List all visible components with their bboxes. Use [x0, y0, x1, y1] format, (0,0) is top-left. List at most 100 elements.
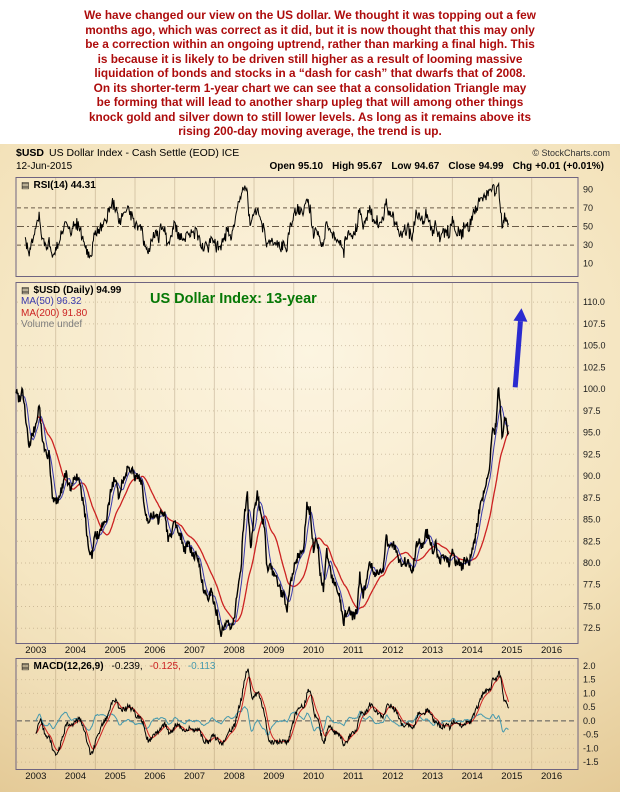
x-axis-year-label: 2016	[540, 644, 563, 656]
y-axis-tick-label: 107.5	[583, 318, 606, 328]
price-panel: 110.0 107.5 105.0 102.5 100.0 97.5 95.0 92.5 90.…	[0, 281, 620, 644]
chart-annotation-text: US Dollar Index: 13-year	[150, 290, 317, 307]
y-axis-tick-label: 80.0	[583, 558, 601, 568]
y-axis-tick-label: 110.0	[583, 297, 605, 307]
y-axis-tick-label: 90	[583, 184, 593, 194]
quote-bar: 12-Jun-2015 Open 95.10 High 95.67 Low 94.67 Cl…	[0, 160, 620, 174]
x-axis-year-label: 2008	[223, 770, 245, 782]
price-line	[15, 385, 510, 637]
commentary-line: months ago, which was correct as it did,…	[85, 22, 535, 37]
candlestick-icon: ▤	[21, 284, 30, 295]
macd-hist-value: -0.113	[187, 660, 216, 672]
x-axis-year-label: 2010	[302, 770, 325, 782]
quote-label: High	[332, 160, 355, 172]
y-axis-tick-label: 82.5	[583, 536, 601, 546]
commentary-line: be a correction within an ongoing uptren…	[85, 37, 535, 51]
x-axis-year-label: 2011	[342, 770, 364, 782]
y-axis-tick-label: 2.0	[583, 660, 596, 670]
quote-label: Low	[391, 160, 412, 172]
macd-chart-svg: 2.0 1.5 1.0 0.5 0.0 -0.5 -1.0 -1.5	[15, 657, 599, 770]
y-axis-tick-label: 105.0	[583, 340, 606, 350]
macd-line	[35, 668, 510, 756]
quote-value: 95.67	[357, 160, 383, 172]
commentary-line: rising 200-day moving average, the trend…	[178, 124, 442, 138]
ma200-line	[37, 415, 510, 622]
y-axis-tick-label: 10	[583, 258, 593, 268]
stockchart: $USD US Dollar Index - Cash Settle (EOD)…	[0, 143, 620, 792]
y-axis-tick-label: 75.0	[583, 601, 601, 611]
x-axis-year-label: 2005	[104, 770, 126, 782]
price-legend-ma50: MA(50) 96.32	[21, 296, 82, 308]
x-axis-year-label: 2010	[302, 644, 325, 656]
x-axis-years-top: 2003 2004 2005 2006 2007 2008 2009 2010 2011 2012…	[0, 644, 620, 658]
x-axis-year-label: 2014	[461, 770, 483, 782]
macd-legend: ▤ MACD(12,26,9) -0.239, -0.125, -0.113	[21, 661, 215, 673]
macd-value: -0.239,	[111, 660, 143, 672]
x-axis-year-label: 2007	[183, 770, 206, 782]
rsi-panel: 90 70 50 30 10 ▤ RSI(14) 44.31	[0, 176, 620, 277]
x-axis-year-label: 2004	[64, 770, 87, 782]
y-axis-tick-label: 95.0	[583, 427, 601, 437]
rsi-legend-label: RSI(14) 44.31	[33, 179, 96, 191]
macd-legend-name: MACD(12,26,9)	[33, 660, 104, 672]
x-axis-year-label: 2011	[342, 644, 364, 656]
commentary-line: is because it is likely to be driven sti…	[97, 51, 523, 66]
x-axis-year-label: 2006	[144, 770, 166, 782]
y-axis-tick-label: 1.5	[583, 674, 596, 684]
x-axis-year-label: 2015	[501, 770, 523, 782]
y-axis-tick-label: 70	[583, 202, 593, 212]
rsi-line	[24, 181, 510, 259]
panel-border	[15, 281, 579, 644]
y-axis-tick-label: -0.5	[583, 729, 599, 739]
y-axis-tick-label: 97.5	[583, 405, 601, 415]
x-axis-year-label: 2015	[501, 644, 523, 656]
quote-values: Open 95.10 High 95.67 Low 94.67 Close 94.99 Chg +…	[72, 161, 610, 172]
y-axis-tick-label: -1.0	[583, 743, 599, 753]
y-axis-tick-label: 87.5	[583, 492, 601, 502]
y-axis-tick-label: 102.5	[583, 362, 606, 372]
quote-label: Open	[269, 160, 296, 172]
y-axis-tick-label: 100.0	[583, 384, 606, 394]
x-axis-year-label: 2012	[382, 644, 404, 656]
x-axis-year-label: 2004	[64, 644, 87, 656]
y-axis-tick-label: 1.0	[583, 688, 596, 698]
up-arrow-shaft	[512, 320, 523, 388]
x-axis-year-label: 2016	[540, 770, 563, 782]
commentary-line: On its shorter-term 1-year chart we can …	[93, 80, 527, 95]
x-axis-year-label: 2014	[461, 644, 483, 656]
x-axis-years-bottom: 2003 2004 2005 2006 2007 2008 2009 2010 2011 2012…	[0, 770, 620, 784]
y-axis-tick-label: 30	[583, 240, 593, 250]
rsi-chart-svg: 90 70 50 30 10	[15, 176, 593, 277]
quote-label: Chg	[512, 160, 533, 172]
macd-signal-value: -0.125,	[149, 660, 181, 672]
price-legend-ma200: MA(200) 91.80	[21, 307, 88, 319]
y-axis-tick-label: 0.0	[583, 715, 596, 725]
price-chart-svg: 110.0 107.5 105.0 102.5 100.0 97.5 95.0 92.5 90.…	[15, 281, 606, 644]
x-axis-year-label: 2013	[421, 644, 444, 656]
commentary-line: liquidation of bonds and stocks in a “da…	[94, 66, 526, 80]
quote-label: Close	[448, 160, 476, 172]
x-axis-year-label: 2009	[263, 644, 285, 656]
quote-value: 94.99	[478, 160, 504, 172]
macd-histogram-line	[35, 705, 509, 736]
x-axis-year-label: 2003	[25, 644, 47, 656]
macd-panel: 2.0 1.5 1.0 0.5 0.0 -0.5 -1.0 -1.5 ▤ MACD(12,26…	[0, 657, 620, 770]
x-axis-year-label: 2012	[382, 770, 404, 782]
ticker-symbol: $USD	[16, 146, 45, 159]
y-axis-tick-label: 50	[583, 221, 593, 231]
rsi-legend: ▤ RSI(14) 44.31	[21, 180, 96, 192]
x-axis-year-label: 2013	[421, 770, 444, 782]
x-axis-year-label: 2008	[223, 644, 245, 656]
copyright: © StockCharts.com	[532, 147, 610, 158]
quote-date: 12-Jun-2015	[16, 160, 73, 172]
x-axis-year-label: 2009	[263, 770, 285, 782]
x-axis-year-label: 2003	[25, 770, 47, 782]
y-axis-tick-label: 77.5	[583, 579, 601, 589]
x-axis-year-label: 2006	[144, 644, 166, 656]
commentary-line: We have changed our view on the US dolla…	[84, 8, 536, 22]
commentary-line: be forming that will lead to another sha…	[96, 95, 524, 109]
quote-value: 95.10	[298, 160, 324, 172]
price-legend-symbol: $USD (Daily) 94.99	[33, 284, 122, 296]
commentary-line: knock gold and silver down to still lowe…	[88, 109, 532, 124]
